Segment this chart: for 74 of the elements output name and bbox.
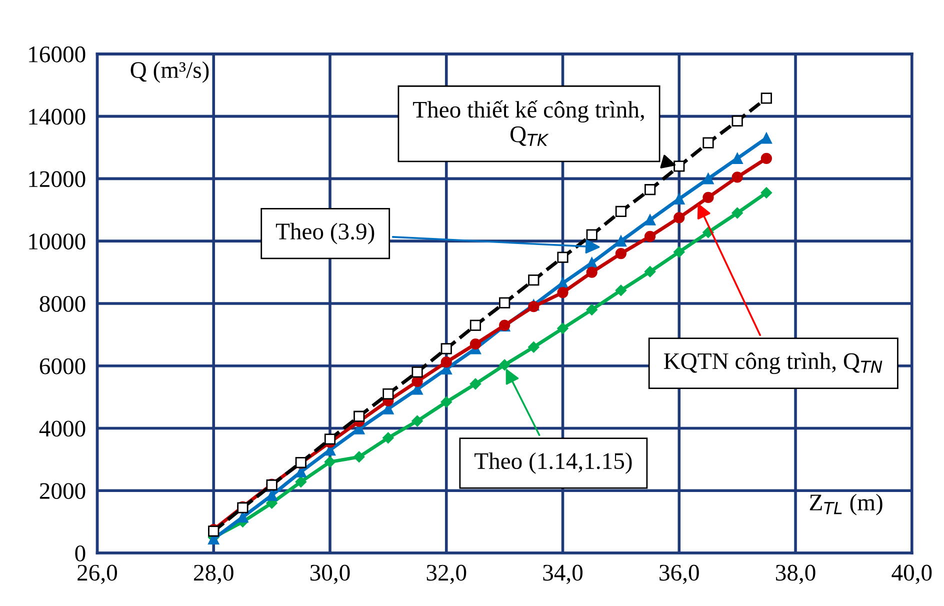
point: [644, 184, 656, 196]
point: [528, 274, 540, 286]
x-tick-label: 40,0: [892, 564, 932, 584]
point: [760, 92, 772, 104]
point: [674, 193, 685, 205]
point: [353, 451, 365, 463]
point: [615, 236, 627, 247]
point: [586, 304, 598, 316]
point: [528, 342, 540, 353]
y-tick-label: 8000: [40, 296, 86, 312]
point: [499, 297, 510, 308]
x-tick-label: 30,0: [310, 564, 350, 584]
point: [615, 284, 627, 296]
point: [702, 192, 714, 203]
x-tick-label: 34,0: [543, 564, 583, 584]
y-tick-label: 14000: [29, 108, 86, 125]
point: [324, 434, 336, 445]
point: [354, 410, 365, 422]
x-axis-title: Z$_{TL}$ (m): [810, 494, 882, 516]
point: [615, 248, 627, 260]
y-tick-label: 12000: [29, 171, 86, 188]
point: [732, 115, 743, 127]
y-tick-label: 10000: [29, 234, 86, 250]
point: [644, 214, 656, 226]
point: [324, 456, 336, 468]
point: [615, 206, 627, 217]
y-tick-label: 6000: [40, 358, 86, 374]
point: [760, 187, 772, 198]
point: [760, 132, 772, 144]
x-tick-label: 38,0: [776, 564, 816, 584]
y-axis-title: Q (m³/s): [130, 61, 209, 83]
point: [702, 173, 714, 184]
point: [412, 366, 423, 378]
point: [440, 356, 452, 368]
point: [760, 152, 772, 164]
point: [470, 338, 482, 350]
point: [557, 322, 568, 334]
x-tick-label: 28,0: [194, 564, 234, 584]
point: [470, 378, 482, 390]
point: [498, 359, 510, 371]
point: [732, 207, 743, 219]
point: [586, 266, 598, 278]
point: [382, 432, 394, 444]
y-tick-label: 0: [75, 545, 86, 562]
point: [528, 301, 540, 312]
point: [470, 320, 482, 331]
annotation: KQTN công trình, Q$_{TN}$: [664, 352, 882, 374]
point: [382, 388, 394, 400]
point: [732, 152, 743, 164]
annotation: Theo (1.14,1.15): [474, 452, 632, 474]
point: [644, 266, 656, 278]
x-tick-label: 26,0: [78, 564, 117, 584]
point: [674, 160, 685, 172]
x-tick-label: 32,0: [426, 564, 466, 584]
point: [295, 476, 307, 488]
y-tick-label: 16000: [29, 46, 86, 62]
point: [674, 212, 685, 224]
y-tick-label: 4000: [39, 420, 86, 437]
point: [412, 415, 423, 427]
point: [674, 246, 685, 258]
x-tick-label: 36,0: [660, 564, 699, 584]
point: [266, 490, 278, 501]
point: [440, 343, 452, 354]
annotation: Theo thiết kế công trình, Q$_{TK}$: [413, 100, 644, 146]
annotation: Theo (3.9): [276, 222, 374, 244]
point: [557, 286, 568, 298]
point: [644, 230, 656, 242]
point: [586, 229, 598, 240]
point: [440, 396, 452, 408]
point: [557, 252, 568, 263]
point: [732, 172, 743, 183]
point: [702, 137, 714, 148]
y-tick-label: 2000: [40, 483, 86, 500]
point: [237, 512, 248, 523]
